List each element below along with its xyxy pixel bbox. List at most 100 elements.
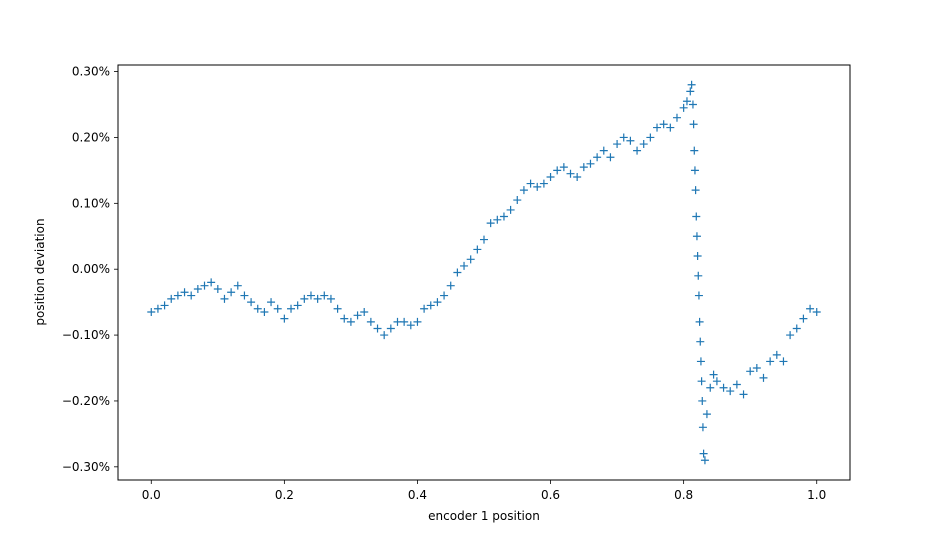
data-point xyxy=(792,324,801,333)
data-point xyxy=(273,304,282,313)
data-point xyxy=(712,377,721,386)
data-point xyxy=(300,294,309,303)
data-point xyxy=(695,317,704,326)
data-point xyxy=(726,387,735,396)
y-axis-label: position deviation xyxy=(33,218,47,325)
data-point xyxy=(559,163,568,172)
data-point xyxy=(366,317,375,326)
data-point xyxy=(213,284,222,293)
data-point xyxy=(696,357,705,366)
data-point xyxy=(293,301,302,310)
data-point xyxy=(486,219,495,228)
data-point xyxy=(639,140,648,149)
data-point xyxy=(706,383,715,392)
data-point xyxy=(682,97,691,106)
plot-area xyxy=(117,64,851,481)
data-point xyxy=(586,159,595,168)
data-point xyxy=(692,232,701,241)
data-point xyxy=(346,317,355,326)
data-point xyxy=(473,245,482,254)
data-point xyxy=(692,212,701,221)
data-point xyxy=(220,294,229,303)
data-point xyxy=(539,179,548,188)
y-tick-label: 0.30% xyxy=(72,65,110,79)
data-point xyxy=(247,298,256,307)
data-point xyxy=(506,205,515,214)
data-point xyxy=(519,186,528,195)
data-point xyxy=(453,268,462,277)
data-point xyxy=(426,301,435,310)
data-point xyxy=(433,298,442,307)
data-point xyxy=(353,311,362,320)
x-axis-label: encoder 1 position xyxy=(428,509,540,523)
data-point xyxy=(287,304,296,313)
data-point xyxy=(566,169,575,178)
data-point xyxy=(688,100,697,109)
data-point xyxy=(702,410,711,419)
data-point xyxy=(698,423,707,432)
data-point xyxy=(772,350,781,359)
data-point xyxy=(280,314,289,323)
data-point xyxy=(806,304,815,313)
y-tick-label: 0.00% xyxy=(72,262,110,276)
data-point xyxy=(466,255,475,264)
x-tick-label: 0.0 xyxy=(142,488,161,502)
data-point xyxy=(267,298,276,307)
data-point xyxy=(440,291,449,300)
data-point xyxy=(759,373,768,382)
data-point xyxy=(691,186,700,195)
data-point xyxy=(646,133,655,142)
data-point xyxy=(690,146,699,155)
data-point xyxy=(579,163,588,172)
data-point xyxy=(460,261,469,270)
data-point xyxy=(693,252,702,261)
data-point xyxy=(386,324,395,333)
y-tick-label: −0.20% xyxy=(62,394,110,408)
data-point xyxy=(672,113,681,122)
data-point xyxy=(689,120,698,129)
data-point xyxy=(613,140,622,149)
data-point xyxy=(260,308,269,317)
data-point xyxy=(653,123,662,132)
data-point xyxy=(752,364,761,373)
data-point xyxy=(160,301,169,310)
x-tick-label: 0.2 xyxy=(275,488,294,502)
data-point xyxy=(526,179,535,188)
data-point xyxy=(659,120,668,129)
data-point xyxy=(694,271,703,280)
data-point xyxy=(696,337,705,346)
data-point xyxy=(633,146,642,155)
x-tick-label: 1.0 xyxy=(807,488,826,502)
x-tick-label: 0.4 xyxy=(408,488,427,502)
data-point xyxy=(400,317,409,326)
data-point xyxy=(593,153,602,162)
axes-frame xyxy=(117,64,851,481)
data-point xyxy=(200,281,209,290)
data-point xyxy=(240,291,249,300)
data-point xyxy=(373,324,382,333)
data-point xyxy=(207,278,216,287)
data-point xyxy=(739,390,748,399)
x-tick-label: 0.6 xyxy=(541,488,560,502)
data-point xyxy=(666,123,675,132)
data-point xyxy=(732,380,741,389)
data-point xyxy=(746,367,755,376)
data-point xyxy=(326,294,335,303)
data-point xyxy=(679,103,688,112)
data-point xyxy=(413,317,422,326)
data-point xyxy=(187,291,196,300)
data-point xyxy=(719,383,728,392)
data-point xyxy=(699,449,708,458)
data-point xyxy=(406,321,415,330)
data-point xyxy=(606,153,615,162)
data-point xyxy=(333,304,342,313)
data-point xyxy=(153,304,162,313)
data-point xyxy=(553,166,562,175)
data-point xyxy=(173,291,182,300)
data-point xyxy=(499,212,508,221)
y-axis: 0.30% 0.20% 0.10% 0.00% −0.10% −0.20% −0.30% xyxy=(62,65,118,474)
data-point xyxy=(700,456,709,465)
data-point xyxy=(253,304,262,313)
data-point xyxy=(690,166,699,175)
